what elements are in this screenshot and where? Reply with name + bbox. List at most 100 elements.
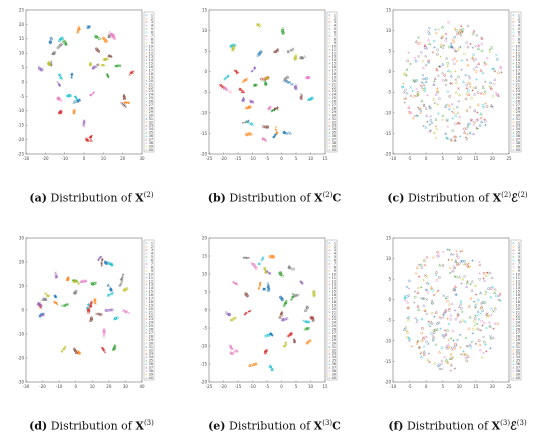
scatter-point [404,88,407,92]
scatter-point [274,125,278,129]
scatter-point [107,34,111,37]
scatter-point [46,294,49,297]
scatter-point [263,138,267,141]
scatter-point [50,60,53,63]
scatter-point [255,267,258,270]
scatter-point [74,350,78,354]
scatter-point [444,78,447,82]
scatter-point [487,314,491,318]
legend-label: 34 [516,355,520,359]
legend-item: 40 [328,148,336,152]
scatter-point [484,293,487,296]
scatter-point [422,278,425,282]
plot-frame [392,9,510,155]
legend-item: 7 [328,262,336,266]
legend-label: 40 [149,148,153,152]
caption-matrix: X [314,191,323,205]
legend-label: 29 [516,338,520,342]
scatter-point [422,83,426,86]
legend-label: 40 [332,376,336,380]
scatter-point [419,84,422,87]
legend-label: 23 [149,317,153,321]
scatter-point [470,119,473,122]
scatter-point [427,342,430,345]
legend-label: 29 [516,110,520,114]
scatter-point [256,23,259,26]
legend-label: 28 [149,334,153,338]
scatter-point [98,313,101,316]
legend-item: 1 [145,13,153,17]
scatter-point [224,87,228,91]
legend-item: 10 [145,272,153,276]
scatter-point [313,293,316,297]
scatter-point [461,277,465,281]
legend-label: 40 [332,148,336,152]
legend-label: 25 [332,324,336,328]
scatter-point [443,334,447,337]
scatter-point [408,279,411,283]
legend-label: 13 [149,55,153,59]
legend-label: 8 [151,37,153,41]
scatter-point [413,295,417,299]
legend-label: 27 [149,331,153,335]
legend-item: 23 [145,89,153,93]
scatter-point [436,53,439,56]
scatter-point [49,40,52,43]
scatter-point [88,303,92,307]
scatter-point [415,342,419,346]
scatter-point [264,270,268,274]
y-tick-label: -25 [17,151,24,156]
legend-label: 35 [516,131,520,135]
scatter-point [474,284,477,287]
scatter-point [110,292,114,295]
scatter-point [449,313,453,317]
legend-item: 19 [512,75,520,79]
caption-label: (f) [388,419,404,433]
scatter-point [50,37,53,41]
scatter-point [64,42,68,46]
legend-item: 19 [145,75,153,79]
scatter-point [113,37,117,40]
scatter-point [428,42,432,45]
scatter-plot-f: -10 -5 0 5 10 15 20 25-20-15-10-505101512345678… [384,235,522,389]
legend-item: 37 [328,138,336,142]
legend-item: 13 [328,55,336,59]
caption-f: (f) Distribution of X(3)ℰ(3) [366,419,549,433]
legend-item: 38 [512,369,520,373]
y-tick-label: 0 [21,307,24,312]
legend-label: 17 [332,297,336,301]
scatter-point [266,126,270,129]
legend-label: 20 [149,307,153,311]
scatter-point [258,282,261,286]
x-tick-label: 15 [473,156,479,161]
legend-label: 24 [149,321,153,325]
scatter-point [464,136,468,139]
legend-label: 23 [516,317,520,321]
legend-item: 18 [328,72,336,76]
x-tick-label: 0 [74,384,77,389]
y-tick-label: -10 [200,110,207,115]
scatter-point [432,293,436,297]
caption-label: (a) [29,191,47,205]
legend-label: 31 [149,117,153,121]
scatter-point [294,54,298,57]
caption-label: (e) [208,419,226,433]
scatter-point [76,281,80,285]
scatter-point [241,98,245,101]
legend-item: 12 [328,279,336,283]
legend-item: 27 [512,331,520,335]
scatter-point [478,277,481,281]
scatter-point [477,44,481,47]
legend-label: 15 [516,290,520,294]
scatter-point [403,295,407,298]
scatter-point [419,51,423,54]
scatter-point [61,35,65,39]
scatter-point [116,64,120,67]
scatter-point [484,343,487,346]
legend-item: 11 [512,276,520,280]
legend-label: 1 [518,13,520,17]
scatter-point [405,336,409,339]
scatter-point [495,294,498,298]
scatter-point [446,65,449,68]
scatter-point [97,258,100,262]
